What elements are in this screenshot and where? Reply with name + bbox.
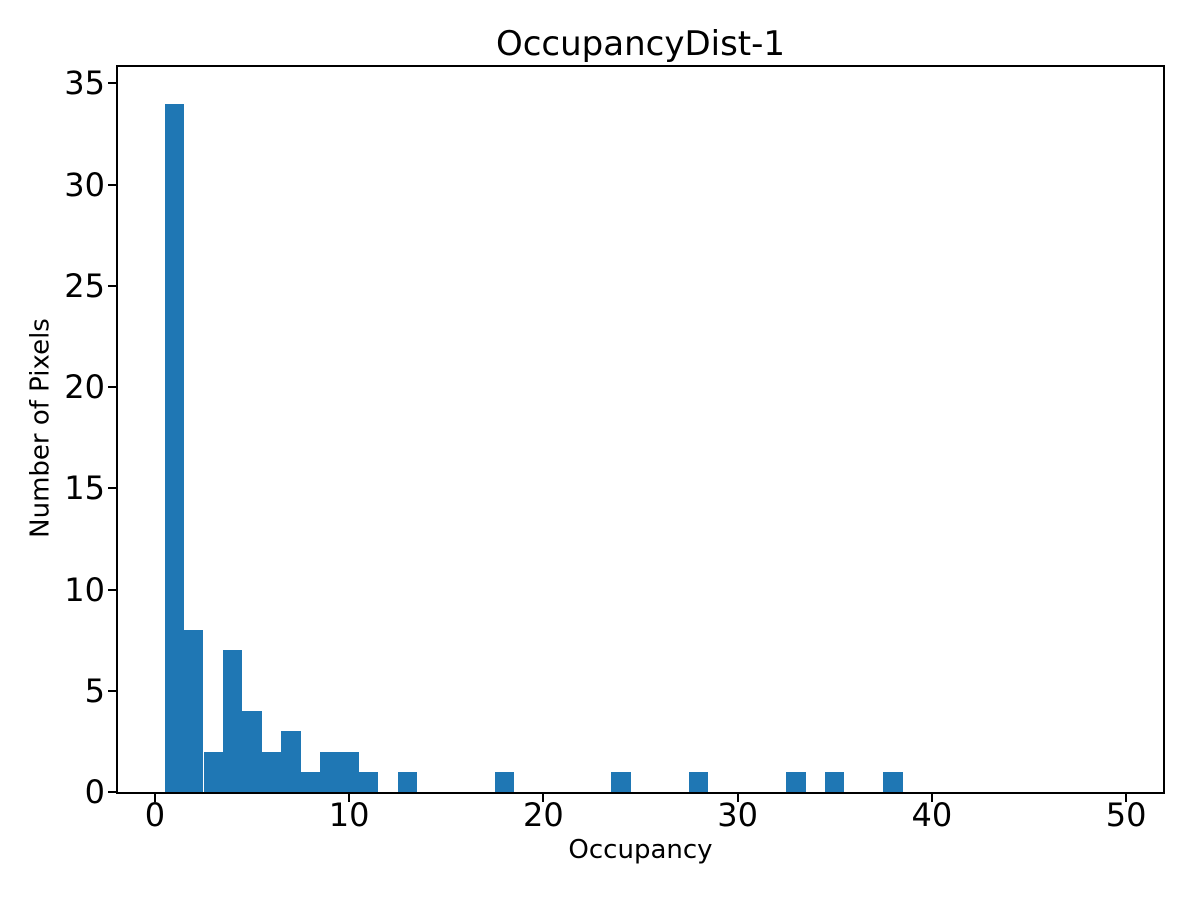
histogram-bar [825,771,845,792]
histogram-bar [320,751,340,792]
y-tick-mark [108,588,116,591]
histogram-bar [786,771,806,792]
y-tick-mark [108,183,116,186]
y-tick-label: 5 [84,671,105,710]
histogram-bar [281,731,301,792]
histogram-bar [222,650,243,792]
histogram-bar [261,751,282,792]
y-tick-label: 15 [64,469,105,508]
chart-title: OccupancyDist-1 [495,24,786,64]
y-tick-mark [108,487,116,490]
y-tick-mark [108,791,116,793]
histogram-bar [339,751,359,792]
y-tick-label: 0 [84,773,105,811]
histogram-bar [397,771,418,792]
x-axis-label: Occupancy [568,835,713,865]
y-axis-label: Number of Pixels [25,318,56,538]
y-tick-label: 30 [64,165,105,204]
histogram-bar [883,771,903,792]
x-tick-label: 30 [717,796,758,834]
x-tick-mark [736,794,739,802]
histogram-bar [611,771,631,792]
x-tick-mark [930,794,933,802]
histogram-bar [203,751,223,792]
histogram-bar [300,771,320,792]
histogram-bar [184,630,204,792]
x-tick-label: 0 [144,796,166,834]
x-tick-mark [153,794,156,802]
x-tick-label: 10 [328,796,370,834]
y-tick-mark [108,82,116,85]
x-tick-mark [348,794,351,802]
x-tick-label: 50 [1105,796,1147,834]
y-tick-label: 10 [64,570,105,609]
x-tick-mark [542,794,545,802]
histogram-bar [689,771,709,792]
x-tick-mark [1125,794,1128,802]
bars-layer [118,67,1163,792]
y-tick-mark [108,689,116,692]
histogram-bar [164,103,184,792]
histogram-bar [242,711,262,792]
plot-area [116,65,1165,794]
y-tick-label: 25 [64,266,105,305]
x-tick-label: 20 [523,796,564,834]
y-tick-label: 35 [64,64,105,103]
y-tick-mark [108,284,116,287]
histogram-bar [494,771,515,792]
y-tick-mark [108,386,116,388]
histogram-bar [358,771,379,792]
y-tick-label: 20 [64,368,105,406]
x-tick-label: 40 [911,796,953,834]
